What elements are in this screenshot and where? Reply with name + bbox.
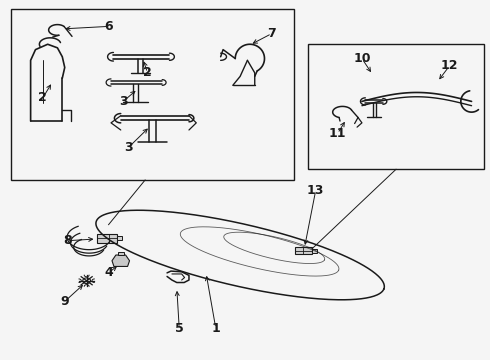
- Text: 10: 10: [353, 52, 370, 65]
- Text: 13: 13: [307, 184, 324, 197]
- Text: 5: 5: [175, 322, 184, 335]
- Polygon shape: [98, 234, 117, 243]
- Polygon shape: [112, 255, 129, 266]
- Polygon shape: [294, 247, 312, 254]
- Polygon shape: [118, 252, 123, 255]
- Text: 6: 6: [104, 20, 113, 33]
- Polygon shape: [312, 249, 317, 253]
- Text: 1: 1: [211, 322, 220, 335]
- Text: 11: 11: [329, 127, 346, 140]
- Text: 3: 3: [119, 95, 127, 108]
- Text: 2: 2: [38, 91, 47, 104]
- Polygon shape: [117, 236, 122, 240]
- Text: 9: 9: [60, 295, 69, 308]
- Text: 12: 12: [441, 59, 458, 72]
- Text: 7: 7: [268, 27, 276, 40]
- Text: 3: 3: [124, 141, 132, 154]
- Text: 4: 4: [104, 266, 113, 279]
- Text: 8: 8: [63, 234, 72, 247]
- Text: 2: 2: [143, 66, 152, 79]
